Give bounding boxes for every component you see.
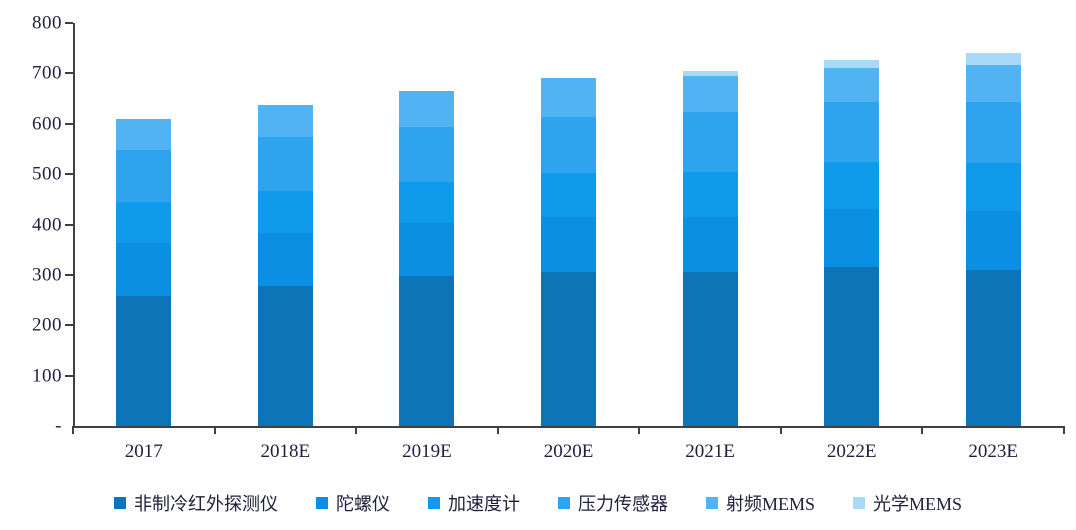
y-axis-tick: [65, 273, 73, 276]
bar-segment: [116, 295, 172, 426]
bar-segment: [824, 68, 880, 103]
legend-label: 加速度计: [447, 494, 520, 514]
x-axis-tick: [496, 426, 499, 434]
y-axis-label: 300: [32, 264, 62, 286]
bar-segment: [824, 59, 880, 69]
y-axis-label: 400: [32, 214, 62, 235]
bar-segment: [965, 211, 1021, 270]
bar-segment: [399, 182, 455, 223]
y-axis-label: 800: [32, 12, 62, 34]
y-axis-label: 200: [32, 314, 62, 336]
legend-swatch-icon: [113, 497, 126, 509]
bar-segment: [682, 172, 738, 217]
bar-segment: [116, 118, 172, 150]
legend-item: 压力传感器: [557, 490, 668, 516]
legend-swatch-icon: [705, 497, 718, 509]
legend-swatch-icon: [853, 497, 865, 509]
bar-segment: [257, 137, 313, 192]
legend-item: 光学MEMS: [853, 490, 962, 516]
bar-2023E: [965, 53, 1021, 426]
x-axis-label: 2019E: [402, 441, 452, 462]
bar-segment: [116, 201, 172, 244]
chart-legend: 非制冷红外探测仪 陀螺仪 加速度计 压力传感器 射频MEMS 光学MEMS: [0, 490, 1076, 516]
x-axis-label: 2018E: [260, 441, 311, 462]
y-axis-tick: [65, 223, 73, 226]
legend-label: 非制冷红外探测仪: [133, 494, 278, 514]
y-axis-tick: [65, 374, 73, 377]
legend-label: 压力传感器: [577, 494, 668, 514]
legend-item: 加速度计: [427, 490, 520, 516]
bar-segment: [541, 216, 596, 273]
y-axis-tick: [65, 324, 73, 327]
bar-segment: [965, 102, 1021, 164]
bar-segment: [824, 102, 880, 163]
bar-segment: [965, 65, 1021, 103]
x-axis-tick: [779, 426, 782, 434]
legend-label: 陀螺仪: [335, 494, 390, 514]
bar-segment: [257, 104, 313, 138]
bar-segment: [116, 149, 172, 202]
bar-2017: [116, 118, 172, 426]
y-axis-label: 100: [32, 365, 62, 387]
bar-2020E: [541, 78, 596, 426]
bar-segment: [541, 173, 596, 217]
bar-segment: [399, 91, 455, 128]
bar-2018E: [257, 104, 313, 426]
y-axis-line: [73, 23, 75, 426]
bar-segment: [824, 209, 880, 268]
y-axis-tick: [65, 72, 73, 75]
y-axis-tick: [65, 22, 73, 24]
x-axis-tick: [1063, 426, 1065, 434]
x-axis-label: 2017: [124, 441, 163, 462]
legend-swatch-icon: [427, 497, 440, 509]
bar-segment: [965, 53, 1021, 66]
bar-segment: [682, 76, 738, 113]
bar-segment: [541, 117, 596, 174]
bar-segment: [399, 127, 455, 183]
x-axis-tick: [355, 426, 358, 434]
bar-2019E: [399, 91, 455, 426]
y-axis-label: -: [55, 415, 62, 437]
bar-segment: [824, 162, 880, 210]
bar-segment: [541, 78, 596, 118]
bar-2021E: [682, 71, 738, 426]
bar-segment: [257, 285, 313, 426]
y-axis-tick: [65, 122, 73, 125]
bar-segment: [965, 269, 1021, 426]
x-axis-tick: [921, 426, 924, 434]
y-axis-label: 600: [32, 113, 62, 135]
y-axis-label: 500: [32, 163, 62, 185]
bar-segment: [257, 191, 313, 234]
x-axis-tick: [638, 426, 641, 434]
bar-segment: [541, 272, 596, 426]
legend-item: 陀螺仪: [315, 490, 390, 516]
x-axis-label: 2020E: [543, 441, 594, 462]
bar-2022E: [824, 59, 880, 426]
bar-segment: [682, 71, 738, 77]
x-axis-label: 2022E: [826, 441, 877, 462]
y-axis-label: 700: [32, 62, 62, 84]
bar-segment: [116, 243, 172, 296]
legend-swatch-icon: [557, 497, 570, 509]
bar-segment: [682, 112, 738, 173]
legend-label: 光学MEMS: [873, 494, 963, 514]
x-axis-tick: [72, 426, 74, 434]
legend-item: 射频MEMS: [705, 490, 815, 516]
x-axis-tick: [213, 426, 216, 434]
bar-segment: [399, 275, 455, 426]
legend-item: 非制冷红外探测仪: [113, 490, 278, 516]
bar-segment: [965, 163, 1021, 212]
x-axis-line: [73, 426, 1064, 428]
bar-segment: [399, 222, 455, 276]
x-axis-label: 2021E: [685, 441, 735, 462]
y-axis-tick: [65, 173, 73, 176]
legend-label: 射频MEMS: [725, 494, 815, 514]
bar-segment: [682, 216, 738, 273]
bar-segment: [682, 272, 738, 426]
bar-segment: [824, 267, 880, 426]
bar-segment: [257, 233, 313, 286]
legend-swatch-icon: [315, 497, 328, 509]
x-axis-label: 2023E: [968, 441, 1019, 462]
